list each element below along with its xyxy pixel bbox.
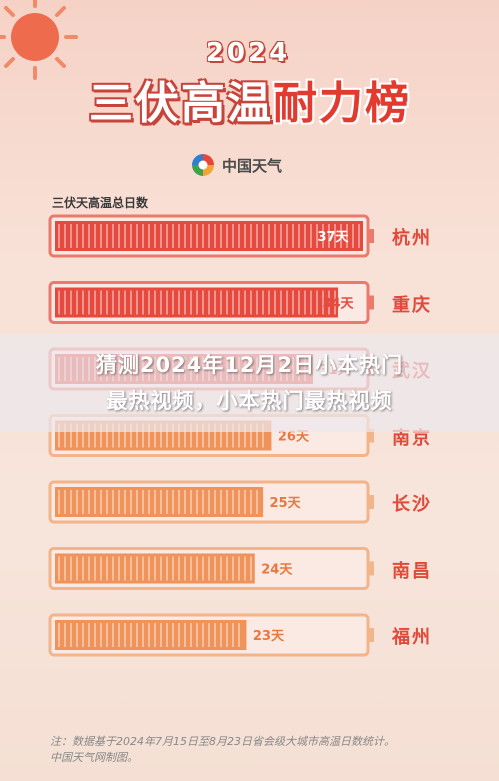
title-part-2: 耐力榜 (273, 78, 411, 129)
bar-cap (369, 628, 374, 642)
city-label: 福州 (392, 627, 432, 648)
bar-福州: 23天 (48, 613, 374, 657)
bar-重庆: 34天 (48, 281, 374, 324)
sun-icon (0, 0, 78, 80)
city-label: 重庆 (392, 294, 432, 316)
overlay-banner: 猜测2024年12月2日小本热门 最热视频，小本热门最热视频 (0, 334, 499, 432)
bar-value-label: 37天 (317, 230, 349, 245)
bar-value-label: 24天 (261, 563, 293, 578)
chart-subtitle: 三伏天高温总日数 (52, 196, 149, 210)
bar-cap (369, 295, 374, 310)
bar-value-label: 34天 (322, 297, 354, 312)
year-label: 2024 (205, 38, 291, 68)
overlay-line-1: 猜测2024年12月2日小本热门 (95, 353, 404, 377)
brand-logo-icon (192, 154, 214, 176)
page-title: 三伏高温耐力榜 (60, 76, 440, 132)
footer-line-2: 中国天气网制图。 (50, 751, 138, 764)
bar-value-label: 26天 (278, 430, 310, 445)
footer-line-1: 注：数据基于2024年7月15日至8月23日省会级大城市高温日数统计。 (50, 735, 395, 748)
bar-南昌: 24天 (48, 547, 374, 590)
bar-fill (55, 487, 264, 517)
bar-value-label: 23天 (253, 629, 285, 644)
footer-note: 注：数据基于2024年7月15日至8月23日省会级大城市高温日数统计。 中国天气… (50, 734, 470, 766)
title-part-1: 三伏高温 (89, 78, 273, 129)
city-label: 南昌 (392, 560, 432, 582)
brand-name: 中国天气 (222, 156, 283, 175)
city-label: 南京 (392, 427, 432, 449)
city-label: 杭州 (392, 228, 432, 249)
bar-长沙: 25天 (48, 480, 374, 524)
bar-value-label: 25天 (270, 496, 302, 511)
bar-杭州: 37天 (48, 214, 374, 258)
overlay-line-2: 最热视频，小本热门最热视频 (106, 389, 393, 413)
city-label: 长沙 (392, 494, 432, 515)
brand: 中国天气 (190, 150, 282, 180)
bar-cap (369, 428, 374, 443)
bar-cap (369, 229, 374, 243)
bar-cap (369, 561, 374, 576)
bar-cap (369, 495, 374, 509)
